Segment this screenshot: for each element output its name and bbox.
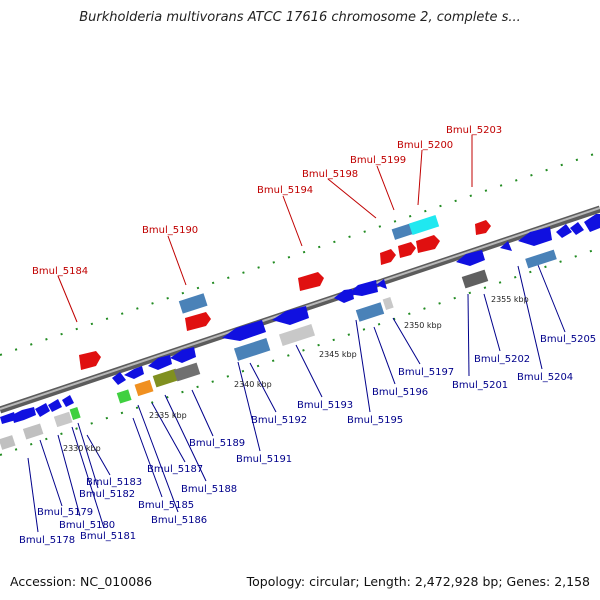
forward-leader-lines (57, 135, 473, 323)
gene-box (0, 435, 16, 450)
gene-label: Bmul_5194 (257, 185, 313, 196)
gene-label: Bmul_5199 (350, 155, 406, 166)
gene-label: Bmul_5196 (372, 387, 428, 398)
gene-arrow (170, 347, 196, 363)
scale-labels: 2330 kbp 2335 kbp 2340 kbp 2345 kbp 2350… (63, 295, 529, 453)
gene-arrow (298, 272, 324, 291)
gene-box (355, 302, 385, 322)
gene-arrow (112, 372, 126, 385)
gene-label: Bmul_5198 (302, 169, 358, 180)
gene-box (278, 324, 316, 346)
accession-text: Accession: NC_010086 (10, 574, 153, 589)
scale-label: 2335 kbp (149, 411, 187, 420)
gene-label: Bmul_5183 (86, 477, 142, 488)
gene-label: Bmul_5201 (452, 380, 508, 391)
gene-box (116, 389, 132, 404)
gene-label: Bmul_5179 (37, 507, 93, 518)
reverse-leader-lines (27, 264, 566, 533)
gene-label: Bmul_5193 (297, 400, 353, 411)
gene-arrow (456, 250, 485, 266)
gene-arrow (584, 214, 600, 232)
gene-label: Bmul_5204 (517, 372, 573, 383)
gene-box (178, 293, 208, 314)
gene-label: Bmul_5187 (147, 464, 203, 475)
gene-arrow (148, 355, 172, 370)
gene-label: Bmul_5197 (398, 367, 454, 378)
gene-arrow (500, 241, 512, 251)
gene-arrow (12, 407, 36, 423)
gene-box (525, 249, 557, 269)
gene-arrow (185, 312, 211, 331)
scale-label: 2355 kbp (491, 295, 529, 304)
gene-arrow (398, 242, 416, 258)
outer-tick-track (0, 151, 600, 356)
gene-box (22, 423, 44, 440)
map-title: Burkholderia multivorans ATCC 17616 chro… (79, 10, 521, 25)
scale-label: 2330 kbp (63, 444, 101, 453)
gene-label: Bmul_5180 (59, 520, 115, 531)
gene-arrow (272, 306, 309, 325)
inner-tick-track (0, 247, 600, 456)
gene-label: Bmul_5184 (32, 266, 88, 277)
gene-arrow (518, 227, 552, 246)
gene-arrow (48, 399, 62, 412)
gene-label: Bmul_5181 (80, 531, 136, 542)
gene-label: Bmul_5188 (181, 484, 237, 495)
scale-label: 2345 kbp (319, 350, 357, 359)
gene-box (134, 379, 154, 397)
forward-genes[interactable] (79, 214, 491, 370)
gene-arrow (556, 224, 572, 238)
gene-label: Bmul_5191 (236, 454, 292, 465)
gene-arrow (334, 289, 354, 303)
gene-box (233, 338, 271, 361)
gene-label: Bmul_5185 (138, 500, 194, 511)
gene-arrow (35, 403, 50, 417)
gene-box (173, 362, 201, 382)
forward-gene-labels[interactable]: Bmul_5184 Bmul_5190 Bmul_5194 Bmul_5198 … (32, 125, 502, 277)
gene-arrow (380, 249, 396, 265)
gene-arrow (416, 235, 440, 253)
gene-arrow (124, 366, 144, 379)
gene-box (391, 223, 415, 240)
gene-box (69, 407, 81, 420)
gene-arrow (348, 280, 378, 296)
gene-arrow (62, 395, 74, 407)
gene-box (53, 411, 73, 428)
gene-label: Bmul_5195 (347, 415, 403, 426)
gene-label: Bmul_5192 (251, 415, 307, 426)
summary-text: Topology: circular; Length: 2,472,928 bp… (246, 574, 590, 589)
gene-box (408, 214, 440, 236)
reverse-gene-labels[interactable]: Bmul_5178 Bmul_5179 Bmul_5180 Bmul_5181 … (19, 334, 596, 546)
gene-label: Bmul_5202 (474, 354, 530, 365)
gene-label: Bmul_5203 (446, 125, 502, 136)
gene-label: Bmul_5205 (540, 334, 596, 345)
gene-label: Bmul_5186 (151, 515, 207, 526)
gene-box (152, 368, 180, 388)
scale-label: 2340 kbp (234, 380, 272, 389)
gene-box (461, 269, 489, 289)
gene-label: Bmul_5190 (142, 225, 198, 236)
gene-label: Bmul_5189 (189, 438, 245, 449)
gene-arrow (222, 320, 266, 341)
gene-label: Bmul_5200 (397, 140, 453, 151)
gene-label: Bmul_5182 (79, 489, 135, 500)
reverse-genes[interactable] (0, 214, 600, 450)
gene-box (382, 297, 394, 310)
gene-arrow (376, 279, 387, 289)
scale-label: 2350 kbp (404, 321, 442, 330)
gene-arrow (475, 220, 491, 235)
gene-arrow (79, 351, 101, 370)
gene-label: Bmul_5178 (19, 535, 75, 546)
gene-arrow (570, 222, 584, 235)
